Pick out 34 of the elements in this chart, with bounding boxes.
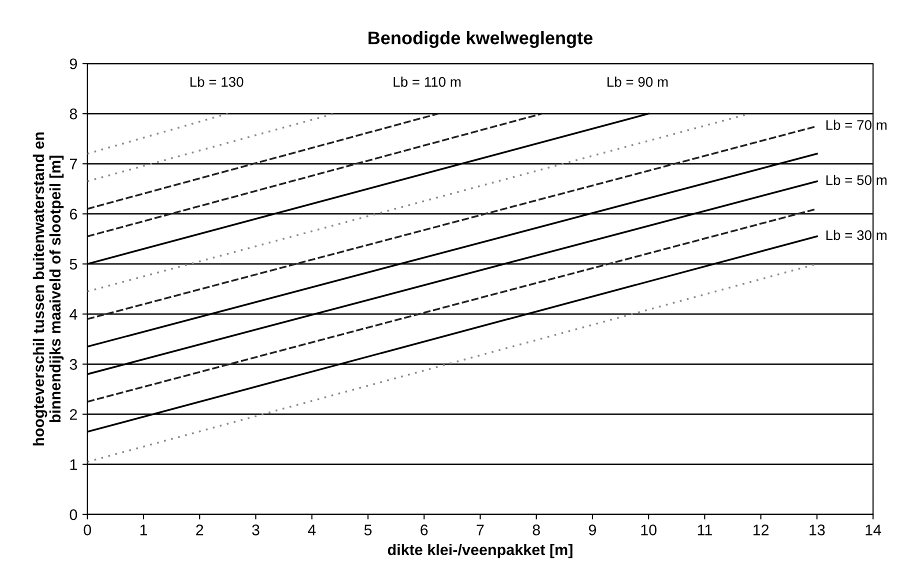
x-tick-label: 5 [364,524,372,536]
x-tick-label: 12 [754,524,769,536]
text: Lb = 110 m [394,76,461,87]
x-tick-label: 14 [866,524,882,536]
x-tick-label: 4 [308,524,316,536]
x-tick-label: 0 [84,524,92,536]
y-tick-label: 3 [70,359,78,370]
series-label: Lb = 70 m [826,120,887,130]
series-label: Lb = 50 m [826,174,887,186]
x-tick-label: 11 [698,524,712,536]
y-tick-label: 8 [70,108,78,120]
x-tick-label: 6 [420,524,428,536]
y-tick-label: 0 [70,509,78,520]
y-axis-title: hoogteverschil tussen buitenwaterstand en binnendijks maaiveld of slootpeil [m] [32,132,64,446]
x-tick-label: 1 [140,524,148,536]
y-tick-label: 1 [70,459,77,470]
x-tick-label: 10 [641,524,656,536]
x-tick-label: 2 [196,524,204,536]
x-tick-label: 9 [588,524,596,536]
series-label: Lb = 30 m [826,230,887,240]
text: Lb = 130 [190,76,244,87]
chart-title: Benodigde kwelweglengte [368,31,592,48]
x-tick-label: 13 [810,524,825,536]
text: Lb = 90 m [608,76,668,87]
y-tick-label: 4 [70,309,78,320]
y-tick-label: 6 [70,208,78,220]
y-tick-label: 2 [70,409,77,420]
y-tick-label: 7 [70,158,77,170]
x-axis-title: dikte klei-/veenpakket [m] [388,544,572,558]
y-tick-label: 9 [70,58,77,70]
x-tick-label: 8 [532,524,540,536]
x-tick-label: 7 [476,524,484,536]
y-tick-label: 5 [70,258,78,270]
x-tick-label: 3 [252,524,260,536]
